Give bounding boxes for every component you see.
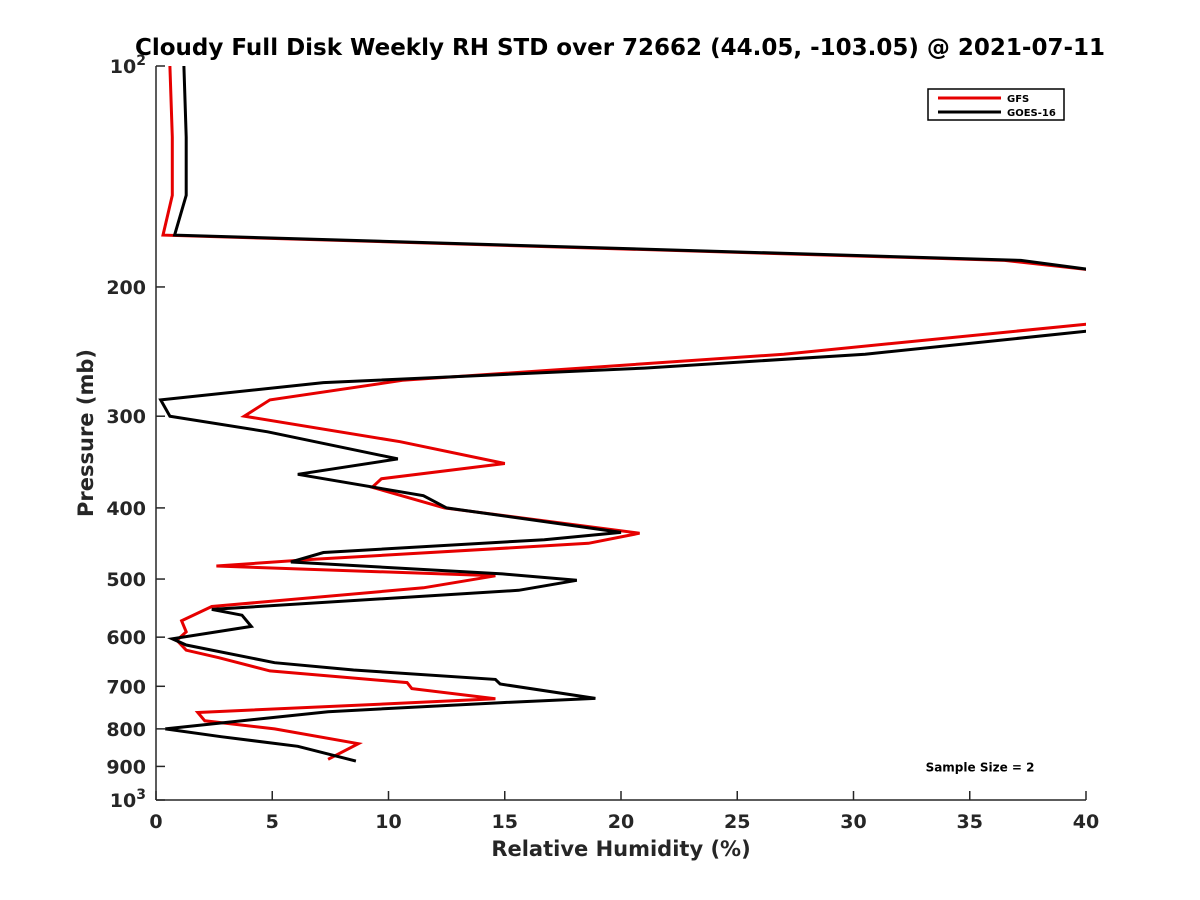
y-tick-label: 700 (106, 676, 146, 698)
y-tick-label: 400 (106, 498, 146, 520)
y-tick-label: 300 (106, 406, 146, 428)
y-tick-label: 200 (106, 277, 146, 299)
x-tick-label: 20 (608, 811, 634, 833)
y-tick-label-base: 500 (106, 569, 146, 591)
y-tick-label-exponent: 2 (136, 53, 146, 69)
y-tick-label-base: 300 (106, 406, 146, 428)
annotations: Sample Size = 2 (926, 761, 1035, 775)
series-layer (158, 65, 1086, 763)
y-tick-label: 102 (110, 53, 146, 78)
x-tick-label: 0 (149, 811, 162, 833)
y-tick-label-exponent: 3 (136, 787, 146, 803)
y-tick-label-base: 200 (106, 277, 146, 299)
x-tick-label: 40 (1073, 811, 1099, 833)
y-axis-title: Pressure (mb) (74, 349, 98, 517)
x-tick-label: 5 (266, 811, 279, 833)
x-tick-label: 30 (840, 811, 866, 833)
legend: GFS GOES-16 (927, 88, 1065, 121)
y-tick-label-base: 700 (106, 676, 146, 698)
x-tick-label: 35 (957, 811, 983, 833)
x-tick-label: 15 (492, 811, 518, 833)
x-axis-title: Relative Humidity (%) (491, 837, 750, 861)
series-line-goes-16 (158, 65, 1086, 763)
y-tick-label: 500 (106, 569, 146, 591)
y-tick-label: 600 (106, 627, 146, 649)
y-tick-label: 800 (106, 719, 146, 741)
series-line-gfs (161, 65, 1086, 761)
annotation-text: Sample Size = 2 (926, 761, 1035, 775)
y-tick-label: 900 (106, 756, 146, 778)
y-tick-label-base: 10 (110, 56, 136, 78)
x-tick-label: 25 (724, 811, 750, 833)
x-ticks: 0 5 10 15 20 25 30 35 40 (149, 791, 1099, 833)
chart-title: Cloudy Full Disk Weekly RH STD over 7266… (135, 35, 1105, 61)
y-tick-label: 103 (110, 787, 146, 812)
y-tick-label-base: 900 (106, 756, 146, 778)
x-tick-label: 10 (375, 811, 401, 833)
y-tick-label-base: 400 (106, 498, 146, 520)
y-tick-label-base: 800 (106, 719, 146, 741)
legend-label: GOES-16 (1007, 108, 1056, 119)
y-tick-label-base: 600 (106, 627, 146, 649)
legend-label: GFS (1007, 94, 1029, 105)
legend-box (927, 88, 1065, 121)
y-tick-label-base: 10 (110, 790, 136, 812)
